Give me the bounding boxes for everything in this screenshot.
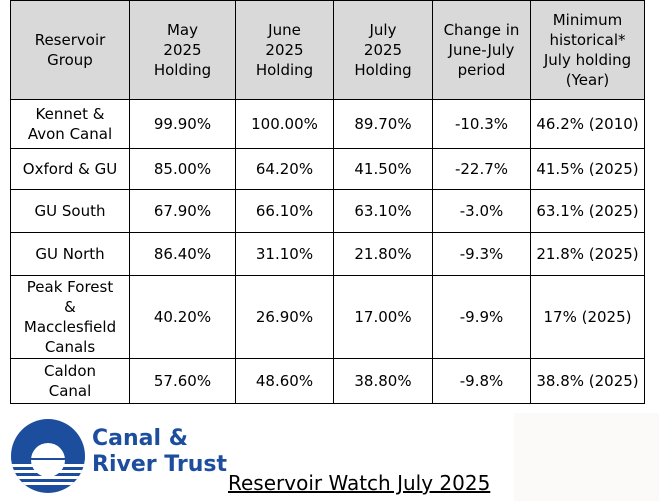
table-row: Peak Forest & Macclesfield Canals 40.20%… <box>10 275 645 359</box>
cell-july: 21.80% <box>333 232 433 276</box>
cell-june: 31.10% <box>235 232 334 276</box>
header-reservoir-group: Reservoir Group <box>10 0 130 100</box>
cell-change: -10.3% <box>432 99 531 149</box>
header-minimum-historical: Minimum historical* July holding (Year) <box>530 0 645 100</box>
cell-june: 26.90% <box>235 275 334 359</box>
table-row: Kennet & Avon Canal 99.90% 100.00% 89.70… <box>10 99 645 149</box>
cell-july: 63.10% <box>333 189 433 233</box>
cell-change: -3.0% <box>432 189 531 233</box>
cell-july: 38.80% <box>333 358 433 404</box>
reservoir-table: Reservoir Group May 2025 Holding June 20… <box>10 0 645 404</box>
cell-group: Oxford & GU <box>10 148 130 190</box>
header-may-holding: May 2025 Holding <box>129 0 236 100</box>
cell-change: -9.9% <box>432 275 531 359</box>
cell-group: Peak Forest & Macclesfield Canals <box>10 275 130 359</box>
cell-group: GU North <box>10 232 130 276</box>
cell-group: Kennet & Avon Canal <box>10 99 130 149</box>
cell-change: -22.7% <box>432 148 531 190</box>
cell-change: -9.8% <box>432 358 531 404</box>
cell-july: 17.00% <box>333 275 433 359</box>
cell-minimum: 21.8% (2025) <box>530 232 645 276</box>
cell-may: 40.20% <box>129 275 236 359</box>
cell-minimum: 17% (2025) <box>530 275 645 359</box>
cell-minimum: 46.2% (2010) <box>530 99 645 149</box>
cell-minimum: 38.8% (2025) <box>530 358 645 404</box>
brand-line-2: River Trust <box>92 452 227 477</box>
cell-minimum: 41.5% (2025) <box>530 148 645 190</box>
footer-background <box>514 413 659 501</box>
cell-may: 67.90% <box>129 189 236 233</box>
cell-june: 64.20% <box>235 148 334 190</box>
cell-may: 99.90% <box>129 99 236 149</box>
header-change: Change in June-July period <box>432 0 531 100</box>
cell-minimum: 63.1% (2025) <box>530 189 645 233</box>
cell-may: 85.00% <box>129 148 236 190</box>
canal-river-trust-logo-icon <box>11 419 85 493</box>
cell-june: 100.00% <box>235 99 334 149</box>
brand-line-1: Canal & <box>92 426 188 451</box>
table-row: Caldon Canal 57.60% 48.60% 38.80% -9.8% … <box>10 358 645 404</box>
cell-group: GU South <box>10 189 130 233</box>
cell-july: 41.50% <box>333 148 433 190</box>
table-row: GU South 67.90% 66.10% 63.10% -3.0% 63.1… <box>10 189 645 233</box>
cell-july: 89.70% <box>333 99 433 149</box>
cell-june: 48.60% <box>235 358 334 404</box>
cell-may: 57.60% <box>129 358 236 404</box>
cell-june: 66.10% <box>235 189 334 233</box>
header-july-holding: July 2025 Holding <box>333 0 433 100</box>
cell-group: Caldon Canal <box>10 358 130 404</box>
cell-may: 86.40% <box>129 232 236 276</box>
table-row: Oxford & GU 85.00% 64.20% 41.50% -22.7% … <box>10 148 645 190</box>
table-row: GU North 86.40% 31.10% 21.80% -9.3% 21.8… <box>10 232 645 276</box>
brand-name: Canal & River Trust <box>92 426 227 478</box>
page-title: Reservoir Watch July 2025 <box>228 471 491 495</box>
cell-change: -9.3% <box>432 232 531 276</box>
table-header-row: Reservoir Group May 2025 Holding June 20… <box>10 0 645 100</box>
header-june-holding: June 2025 Holding <box>235 0 334 100</box>
